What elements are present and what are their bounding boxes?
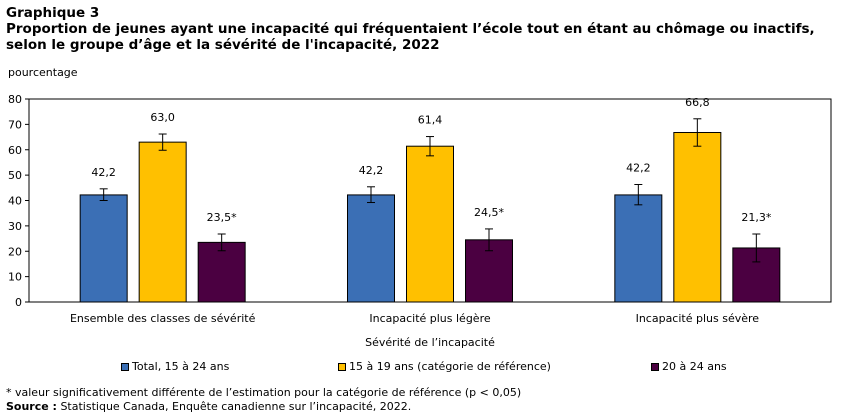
y-axis-unit-label: pourcentage [8,66,78,79]
y-tick-label: 70 [8,118,22,131]
chart-title-block: Graphique 3 Proportion de jeunes ayant u… [6,5,841,53]
legend-item: Total, 15 à 24 ans [121,360,229,373]
y-tick-label: 0 [15,296,22,309]
legend-label: 20 à 24 ans [662,360,727,373]
footnote: * valeur significativement différente de… [6,386,522,399]
y-tick-label: 10 [8,271,22,284]
source-line: Source : Statistique Canada, Enquête can… [6,400,411,413]
bar [138,141,187,303]
source-label: Source : [6,400,57,413]
y-tick-label: 20 [8,245,22,258]
y-tick-label: 30 [8,220,22,233]
legend-item: 15 à 19 ans (catégorie de référence) [338,360,551,373]
bar [347,194,395,303]
data-label: 42,2 [91,166,116,179]
x-axis-title: Sévérité de l’incapacité [365,336,495,349]
y-tick-label: 60 [8,144,22,157]
x-category-label: Incapacité plus légère [369,312,491,325]
x-category-label: Incapacité plus sévère [636,312,760,325]
data-label: 24,5* [474,206,504,219]
x-category-label: Ensemble des classes de sévérité [70,312,256,325]
legend-swatch [651,362,659,371]
data-label: 42,2 [626,162,651,175]
bar [614,194,663,303]
chart-legend: Total, 15 à 24 ans 15 à 19 ans (catégorie… [0,360,847,376]
chart-title: Proportion de jeunes ayant une incapacit… [6,21,815,53]
graphic-label: Graphique 3 [6,5,100,21]
legend-label: Total, 15 à 24 ans [132,360,230,373]
bar [673,131,722,303]
bar [79,194,128,303]
data-label: 42,2 [359,164,384,177]
legend-item: 20 à 24 ans [651,360,727,373]
data-label: 23,5* [207,211,237,224]
y-tick-label: 80 [8,93,22,106]
y-tick-label: 40 [8,195,22,208]
bar-chart: 0 10 20 30 40 50 60 70 80 42,2 63,0 23,5* Ensemble d… [8,93,832,349]
data-label: 21,3* [741,211,771,224]
source-text: Statistique Canada, Enquête canadienne s… [56,400,412,413]
data-label: 61,4 [418,114,443,127]
bar [406,145,454,303]
legend-swatch [121,362,129,371]
bar [197,241,246,303]
legend-label: 15 à 19 ans (catégorie de référence) [349,360,551,373]
y-tick-label: 50 [8,169,22,182]
data-label: 63,0 [150,111,175,124]
legend-swatch [338,362,346,371]
data-label: 66,8 [685,96,710,109]
